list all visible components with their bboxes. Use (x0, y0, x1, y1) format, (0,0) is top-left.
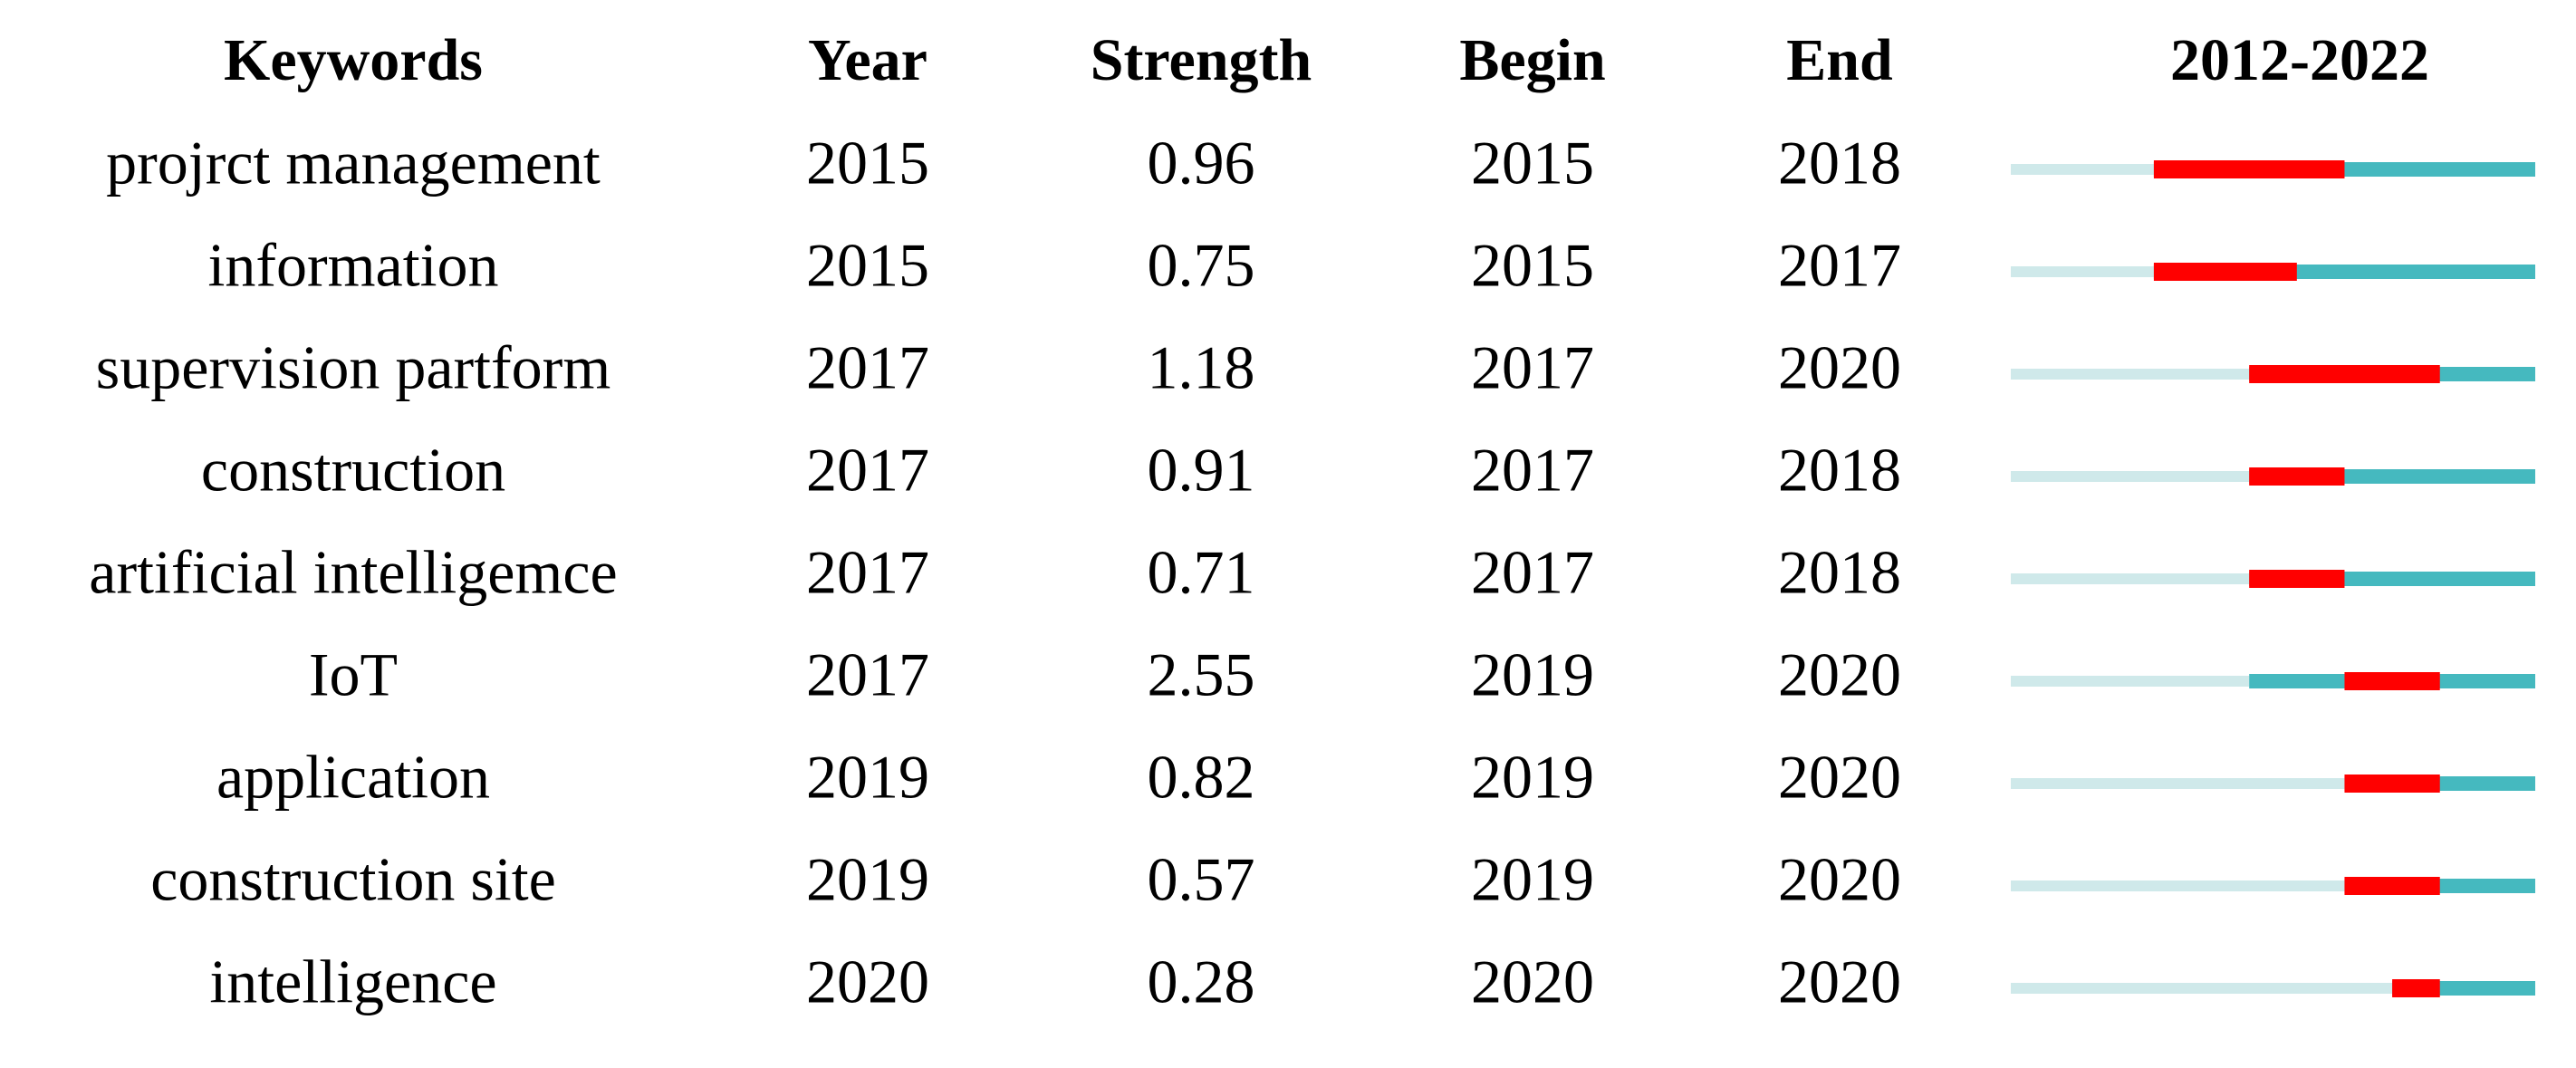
header-strength: Strength (1091, 27, 1312, 93)
cell-end: 2018 (1778, 436, 1901, 505)
cell-end: 2017 (1778, 231, 1901, 300)
cell-keyword: projrct management (106, 129, 601, 197)
cell-begin: 2017 (1471, 436, 1594, 505)
cell-begin: 2015 (1471, 231, 1594, 300)
cell-year: 2015 (806, 231, 929, 300)
burst-bar (2153, 160, 2345, 178)
cell-strength: 2.55 (1148, 640, 1255, 709)
cell-keyword: intelligence (209, 948, 496, 1016)
cell-strength: 0.71 (1148, 538, 1255, 607)
cell-strength: 0.28 (1148, 948, 1255, 1016)
cell-year: 2017 (806, 538, 929, 607)
cell-strength: 0.96 (1148, 129, 1255, 197)
cell-begin: 2019 (1471, 640, 1594, 709)
cell-strength: 0.57 (1148, 845, 1255, 914)
timeline-before (2011, 164, 2154, 175)
timeline-before (2011, 880, 2345, 891)
cell-begin: 2020 (1471, 948, 1594, 1016)
cell-begin: 2015 (1471, 129, 1594, 197)
cell-begin: 2019 (1471, 845, 1594, 914)
burst-bar (2344, 672, 2440, 690)
cell-begin: 2017 (1471, 333, 1594, 402)
burst-bar (2249, 570, 2345, 588)
timeline-before (2011, 369, 2250, 380)
cell-end: 2020 (1778, 845, 1901, 914)
burst-bar (2344, 877, 2440, 895)
cell-year: 2017 (806, 640, 929, 709)
burst-bar (2249, 467, 2345, 486)
cell-year: 2020 (806, 948, 929, 1016)
cell-year: 2017 (806, 333, 929, 402)
header-year: Year (808, 27, 928, 93)
timeline-before (2011, 778, 2345, 789)
burst-bar (2392, 979, 2440, 997)
cell-strength: 1.18 (1148, 333, 1255, 402)
cell-keyword: artificial intelligemce (89, 538, 617, 607)
timeline-before (2011, 266, 2154, 277)
cell-end: 2020 (1778, 333, 1901, 402)
cell-year: 2015 (806, 129, 929, 197)
cell-end: 2018 (1778, 129, 1901, 197)
cell-end: 2020 (1778, 640, 1901, 709)
cell-keyword: supervision partform (96, 333, 610, 402)
header-end: End (1786, 27, 1892, 93)
cell-strength: 0.75 (1148, 231, 1255, 300)
burst-bar (2153, 263, 2297, 281)
cell-keyword: information (207, 231, 498, 300)
timeline-before (2011, 573, 2250, 584)
timeline-before (2011, 471, 2250, 482)
header-timeline: 2012-2022 (2170, 27, 2429, 93)
cell-strength: 0.91 (1148, 436, 1255, 505)
cell-begin: 2017 (1471, 538, 1594, 607)
burst-bar (2344, 775, 2440, 793)
cell-strength: 0.82 (1148, 743, 1255, 812)
cell-year: 2017 (806, 436, 929, 505)
cell-year: 2019 (806, 743, 929, 812)
cell-keyword: construction (201, 436, 505, 505)
burst-bar (2249, 365, 2440, 383)
cell-keyword: application (216, 743, 490, 812)
timeline-before (2011, 983, 2393, 994)
cell-year: 2019 (806, 845, 929, 914)
cell-keyword: construction site (150, 845, 556, 914)
header-begin: Begin (1459, 27, 1605, 93)
cell-keyword: IoT (309, 640, 398, 709)
cell-end: 2018 (1778, 538, 1901, 607)
cell-end: 2020 (1778, 948, 1901, 1016)
header-keyword: Keywords (224, 27, 483, 93)
cell-end: 2020 (1778, 743, 1901, 812)
cell-begin: 2019 (1471, 743, 1594, 812)
timeline-before (2011, 676, 2250, 687)
